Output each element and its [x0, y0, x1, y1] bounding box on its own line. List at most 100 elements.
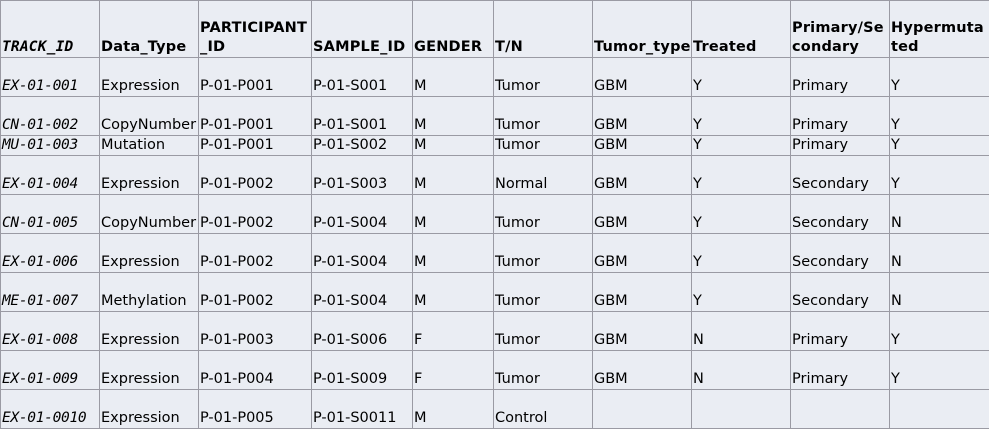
- cell-tn[interactable]: Tumor: [494, 58, 593, 97]
- cell-sample-id[interactable]: P-01-S009: [312, 351, 413, 390]
- cell-tn[interactable]: Tumor: [494, 195, 593, 234]
- cell-tumor-type[interactable]: GBM: [593, 351, 692, 390]
- header-cell-data-type[interactable]: Data_Type: [100, 1, 199, 58]
- cell-participant-id[interactable]: P-01-P002: [199, 234, 312, 273]
- cell-hypermutated[interactable]: Y: [890, 58, 989, 97]
- cell-data-type[interactable]: Expression: [100, 351, 199, 390]
- cell-sample-id[interactable]: P-01-S006: [312, 312, 413, 351]
- cell-treated[interactable]: Y: [692, 273, 791, 312]
- cell-data-type[interactable]: CopyNumber: [100, 97, 199, 136]
- cell-hypermutated[interactable]: Y: [890, 97, 989, 136]
- cell-gender[interactable]: M: [413, 97, 494, 136]
- cell-primary-secondary[interactable]: [791, 390, 890, 429]
- cell-primary-secondary[interactable]: Secondary: [791, 273, 890, 312]
- header-cell-tumor-type[interactable]: Tumor_type: [593, 1, 692, 58]
- cell-track-id[interactable]: EX-01-0010: [1, 390, 100, 429]
- cell-treated[interactable]: Y: [692, 136, 791, 156]
- header-cell-sample-id[interactable]: SAMPLE_ID: [312, 1, 413, 58]
- header-cell-gender[interactable]: GENDER: [413, 1, 494, 58]
- cell-hypermutated[interactable]: Y: [890, 136, 989, 156]
- cell-treated[interactable]: Y: [692, 97, 791, 136]
- cell-data-type[interactable]: Expression: [100, 58, 199, 97]
- cell-hypermutated[interactable]: [890, 390, 989, 429]
- table-row[interactable]: CN-01-005 CopyNumber P-01-P002 P-01-S004…: [1, 195, 989, 234]
- cell-sample-id[interactable]: P-01-S003: [312, 156, 413, 195]
- cell-tumor-type[interactable]: GBM: [593, 273, 692, 312]
- cell-participant-id[interactable]: P-01-P002: [199, 195, 312, 234]
- cell-tn[interactable]: Tumor: [494, 97, 593, 136]
- cell-participant-id[interactable]: P-01-P004: [199, 351, 312, 390]
- cell-tumor-type[interactable]: GBM: [593, 58, 692, 97]
- cell-data-type[interactable]: Mutation: [100, 136, 199, 156]
- cell-participant-id[interactable]: P-01-P003: [199, 312, 312, 351]
- cell-treated[interactable]: N: [692, 351, 791, 390]
- cell-treated[interactable]: Y: [692, 234, 791, 273]
- cell-tn[interactable]: Tumor: [494, 234, 593, 273]
- cell-data-type[interactable]: Expression: [100, 156, 199, 195]
- cell-tumor-type[interactable]: GBM: [593, 312, 692, 351]
- cell-tumor-type[interactable]: GBM: [593, 156, 692, 195]
- cell-tumor-type[interactable]: GBM: [593, 234, 692, 273]
- cell-gender[interactable]: M: [413, 234, 494, 273]
- cell-tn[interactable]: Control: [494, 390, 593, 429]
- cell-gender[interactable]: M: [413, 390, 494, 429]
- cell-primary-secondary[interactable]: Secondary: [791, 234, 890, 273]
- cell-participant-id[interactable]: P-01-P002: [199, 273, 312, 312]
- cell-track-id[interactable]: CN-01-002: [1, 97, 100, 136]
- cell-sample-id[interactable]: P-01-S004: [312, 234, 413, 273]
- cell-track-id[interactable]: EX-01-008: [1, 312, 100, 351]
- table-row[interactable]: EX-01-001 Expression P-01-P001 P-01-S001…: [1, 58, 989, 97]
- cell-participant-id[interactable]: P-01-P001: [199, 58, 312, 97]
- cell-sample-id[interactable]: P-01-S001: [312, 97, 413, 136]
- cell-track-id[interactable]: CN-01-005: [1, 195, 100, 234]
- cell-primary-secondary[interactable]: Secondary: [791, 195, 890, 234]
- cell-gender[interactable]: M: [413, 136, 494, 156]
- cell-sample-id[interactable]: P-01-S002: [312, 136, 413, 156]
- cell-gender[interactable]: M: [413, 273, 494, 312]
- header-cell-track-id[interactable]: TRACK_ID: [1, 1, 100, 58]
- cell-tumor-type[interactable]: GBM: [593, 136, 692, 156]
- cell-gender[interactable]: M: [413, 195, 494, 234]
- table-row[interactable]: EX-01-008 Expression P-01-P003 P-01-S006…: [1, 312, 989, 351]
- cell-gender[interactable]: F: [413, 351, 494, 390]
- cell-gender[interactable]: M: [413, 156, 494, 195]
- cell-gender[interactable]: F: [413, 312, 494, 351]
- cell-sample-id[interactable]: P-01-S001: [312, 58, 413, 97]
- cell-primary-secondary[interactable]: Secondary: [791, 156, 890, 195]
- header-cell-participant-id[interactable]: PARTICIPANT_ID: [199, 1, 312, 58]
- cell-hypermutated[interactable]: N: [890, 195, 989, 234]
- cell-data-type[interactable]: Expression: [100, 234, 199, 273]
- table-row[interactable]: EX-01-009 Expression P-01-P004 P-01-S009…: [1, 351, 989, 390]
- cell-track-id[interactable]: MU-01-003: [1, 136, 100, 156]
- cell-primary-secondary[interactable]: Primary: [791, 312, 890, 351]
- cell-participant-id[interactable]: P-01-P002: [199, 156, 312, 195]
- table-row[interactable]: EX-01-0010 Expression P-01-P005 P-01-S00…: [1, 390, 989, 429]
- cell-sample-id[interactable]: P-01-S004: [312, 273, 413, 312]
- cell-primary-secondary[interactable]: Primary: [791, 97, 890, 136]
- header-cell-hypermutated[interactable]: Hypermutated: [890, 1, 989, 58]
- cell-primary-secondary[interactable]: Primary: [791, 58, 890, 97]
- cell-data-type[interactable]: Expression: [100, 390, 199, 429]
- cell-tn[interactable]: Tumor: [494, 351, 593, 390]
- cell-track-id[interactable]: EX-01-009: [1, 351, 100, 390]
- cell-tn[interactable]: Normal: [494, 156, 593, 195]
- cell-track-id[interactable]: ME-01-007: [1, 273, 100, 312]
- cell-sample-id[interactable]: P-01-S004: [312, 195, 413, 234]
- table-row[interactable]: ME-01-007 Methylation P-01-P002 P-01-S00…: [1, 273, 989, 312]
- cell-treated[interactable]: [692, 390, 791, 429]
- cell-gender[interactable]: M: [413, 58, 494, 97]
- cell-tumor-type[interactable]: GBM: [593, 97, 692, 136]
- cell-sample-id[interactable]: P-01-S0011: [312, 390, 413, 429]
- cell-participant-id[interactable]: P-01-P001: [199, 97, 312, 136]
- cell-track-id[interactable]: EX-01-006: [1, 234, 100, 273]
- cell-treated[interactable]: N: [692, 312, 791, 351]
- cell-tn[interactable]: Tumor: [494, 312, 593, 351]
- cell-tn[interactable]: Tumor: [494, 273, 593, 312]
- cell-hypermutated[interactable]: N: [890, 273, 989, 312]
- table-row[interactable]: MU-01-003 Mutation P-01-P001 P-01-S002 M…: [1, 136, 989, 156]
- cell-treated[interactable]: Y: [692, 58, 791, 97]
- cell-tn[interactable]: Tumor: [494, 136, 593, 156]
- cell-hypermutated[interactable]: N: [890, 234, 989, 273]
- cell-hypermutated[interactable]: Y: [890, 312, 989, 351]
- cell-hypermutated[interactable]: Y: [890, 351, 989, 390]
